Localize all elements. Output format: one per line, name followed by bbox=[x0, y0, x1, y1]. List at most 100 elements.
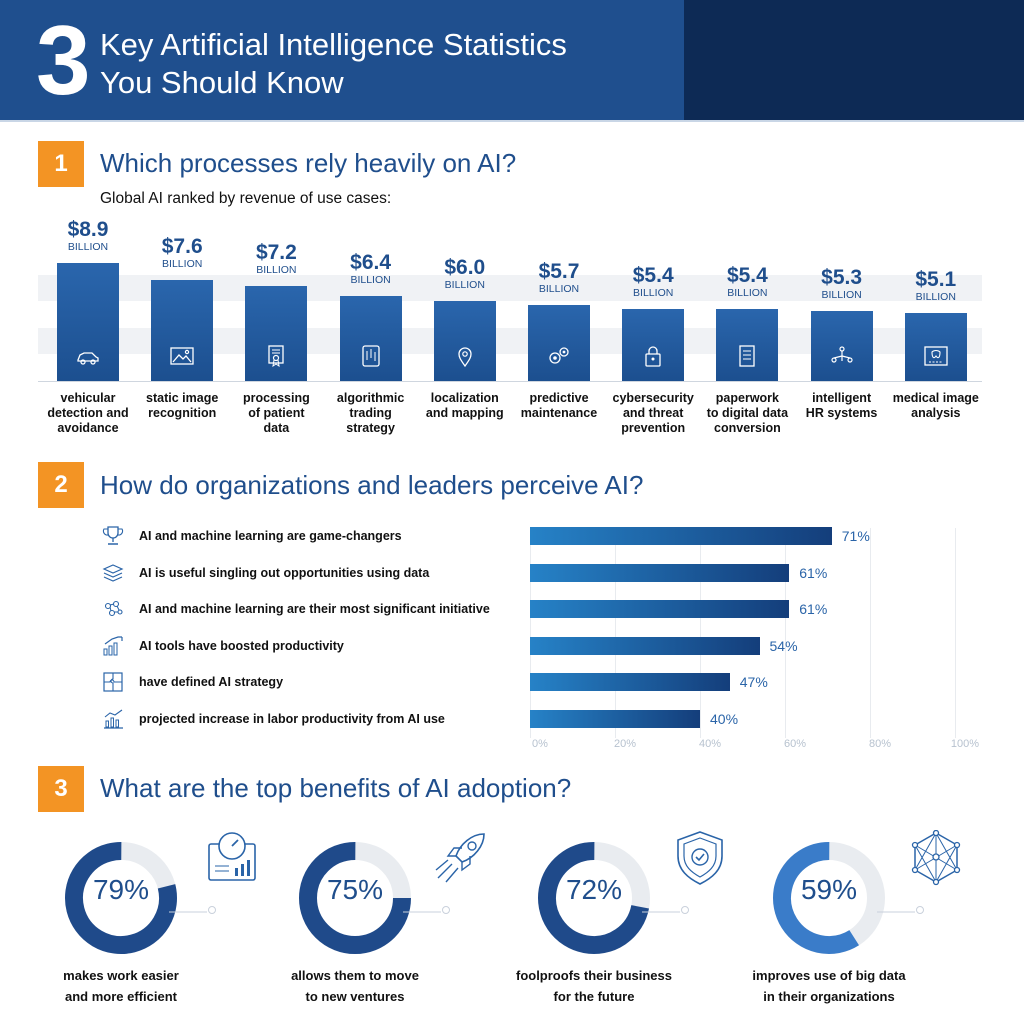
brain-network-icon bbox=[104, 600, 123, 617]
bar bbox=[339, 296, 402, 381]
bar bbox=[57, 263, 119, 381]
category-label-line: vehicular bbox=[60, 391, 116, 405]
bar bbox=[433, 301, 496, 381]
donut-label: improves use of big data in their organiz… bbox=[719, 965, 939, 1007]
perception-bar bbox=[530, 709, 700, 728]
category-label-line: recognition bbox=[148, 406, 217, 420]
shield-check-icon bbox=[677, 831, 723, 885]
donut-chart bbox=[299, 842, 411, 954]
category-label: paperwork to digital data conversion bbox=[700, 391, 794, 436]
category-label-line: HR systems bbox=[805, 406, 878, 420]
leader-line bbox=[642, 906, 689, 914]
donut-chart bbox=[772, 842, 885, 954]
category-label-line: to digital data bbox=[706, 406, 789, 420]
network-icon bbox=[911, 830, 961, 886]
perception-label: AI and machine learning are game-changer… bbox=[139, 529, 402, 543]
perception-value: 40% bbox=[710, 710, 739, 727]
bar-value-label: $7.6 bbox=[161, 235, 203, 259]
donut-arc bbox=[299, 842, 411, 954]
perception-label: AI is useful singling out opportunities … bbox=[139, 565, 430, 580]
document-icon bbox=[739, 345, 756, 367]
map-pin-icon bbox=[458, 347, 472, 367]
perception-label: projected increase in labor productivity… bbox=[139, 711, 445, 726]
trophy-icon bbox=[102, 526, 124, 545]
header-number: 3 bbox=[36, 5, 91, 115]
leader-line bbox=[169, 906, 216, 914]
donut-label-line: to new ventures bbox=[305, 989, 405, 1004]
x-tick-label: 100% bbox=[950, 738, 980, 750]
section2-badge: 2 bbox=[38, 462, 84, 508]
image-icon bbox=[170, 347, 194, 365]
perception-bar bbox=[530, 563, 790, 582]
lock-icon bbox=[645, 346, 661, 367]
perception-value: 61% bbox=[799, 564, 828, 581]
category-label-line: and threat bbox=[622, 406, 684, 420]
perception-label: AI tools have boosted productivity bbox=[139, 638, 344, 653]
perception-value: 47% bbox=[739, 674, 768, 690]
category-label-line: of patient bbox=[248, 406, 305, 420]
bar-value-label: $6.0 bbox=[444, 256, 486, 280]
donut-label-line: for the future bbox=[553, 989, 635, 1004]
data-stack-icon bbox=[102, 563, 124, 582]
bar-value-label: $5.4 bbox=[726, 264, 768, 288]
bar-value-label: $5.4 bbox=[632, 264, 674, 288]
donut-value: 79% bbox=[92, 874, 150, 905]
people-network-icon bbox=[830, 346, 853, 363]
perception-label: have defined AI strategy bbox=[139, 675, 284, 689]
bar-value-label: $5.3 bbox=[821, 265, 863, 289]
bar-value-label: $5.7 bbox=[538, 260, 580, 284]
category-label-line: prevention bbox=[621, 421, 686, 435]
category-label: medical image analysis bbox=[889, 391, 983, 421]
category-label-line: paperwork bbox=[715, 391, 779, 405]
gridline bbox=[785, 528, 786, 738]
bar bbox=[810, 310, 873, 381]
speedometer-dashboard-icon bbox=[208, 832, 256, 881]
category-label-line: static image bbox=[146, 391, 219, 405]
perception-value: 54% bbox=[769, 637, 798, 654]
donut-label-line: allows them to move bbox=[291, 968, 419, 983]
donut-chart bbox=[65, 842, 177, 954]
category-label-line: avoidance bbox=[57, 421, 119, 435]
section1-subtitle: Global AI ranked by revenue of use cases… bbox=[100, 190, 392, 207]
gridline bbox=[955, 528, 956, 738]
category-label-line: data bbox=[263, 421, 290, 435]
bar bbox=[151, 280, 214, 381]
bar-unit-label: BILLION bbox=[256, 263, 297, 276]
bar-value-label: $6.4 bbox=[350, 251, 392, 275]
page-title: Key Artificial Intelligence Statistics Y… bbox=[100, 26, 567, 102]
category-label-line: conversion bbox=[714, 421, 781, 435]
gridline bbox=[615, 528, 616, 738]
bar bbox=[904, 313, 967, 381]
category-label-line: trading bbox=[349, 406, 392, 420]
page-title-line1: Key Artificial Intelligence Statistics bbox=[100, 27, 567, 62]
donut-chart bbox=[538, 842, 650, 954]
donut-label: foolproofs their business for the future bbox=[484, 965, 704, 1007]
leader-line bbox=[877, 906, 924, 914]
donut-arc bbox=[772, 842, 885, 954]
category-label: predictive maintenance bbox=[512, 391, 606, 421]
donut-value: 59% bbox=[800, 874, 858, 905]
header-dark-panel bbox=[684, 0, 1024, 120]
bar-unit-label: BILLION bbox=[350, 274, 391, 287]
x-tick-label: 60% bbox=[783, 738, 807, 750]
category-label-line: localization bbox=[430, 391, 499, 405]
category-label: cybersecurity and threat prevention bbox=[606, 391, 700, 436]
category-label-line: cybersecurity bbox=[612, 391, 694, 405]
gears-icon bbox=[549, 347, 569, 364]
donut-label-line: in their organizations bbox=[763, 989, 895, 1004]
rocket-icon bbox=[435, 833, 485, 883]
xray-monitor-icon bbox=[924, 346, 948, 366]
category-label: static image recognition bbox=[135, 391, 229, 421]
section1-title: Which processes rely heavily on AI? bbox=[100, 148, 517, 178]
car-icon bbox=[77, 352, 99, 365]
bar bbox=[245, 285, 308, 381]
analytics-icon bbox=[104, 709, 123, 729]
perception-label: AI and machine learning are their most s… bbox=[139, 602, 490, 616]
section1-badge: 1 bbox=[38, 141, 84, 187]
bar-unit-label: BILLION bbox=[162, 258, 203, 271]
perception-bar bbox=[530, 600, 790, 618]
growth-chart-icon bbox=[103, 635, 123, 655]
x-tick-label: 0% bbox=[532, 738, 548, 750]
section2-title: How do organizations and leaders perceiv… bbox=[100, 470, 644, 500]
donut-arc bbox=[65, 842, 177, 954]
